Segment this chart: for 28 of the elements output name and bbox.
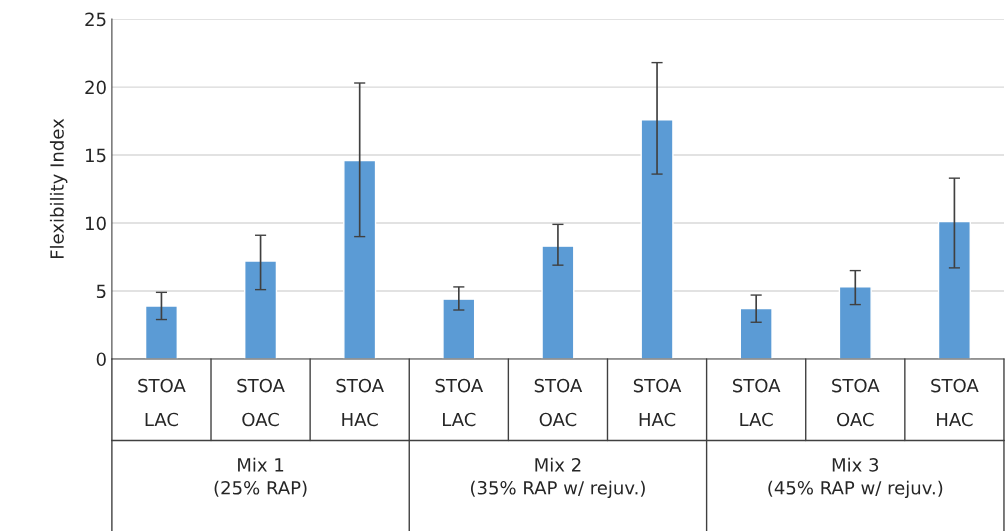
bar (144, 305, 179, 359)
y-tick-label: 15 (86, 148, 106, 163)
bar (838, 286, 872, 359)
y-axis-title: Flexibility Index (49, 118, 68, 259)
y-tick-label: 25 (85, 12, 106, 27)
x-tick-label: STOA OAC (832, 378, 880, 427)
x-tick-label: STOA HAC (336, 378, 384, 427)
text: Mix 3 (45% RAP w/ rejuv.) (768, 457, 943, 499)
x-tick-label: STOA LAC (732, 378, 781, 427)
y-tick-label: 10 (86, 216, 106, 231)
y-tick-label: 20 (85, 80, 106, 95)
x-tick-label: STOA OAC (237, 378, 285, 427)
bar (343, 159, 377, 359)
bar (244, 260, 278, 359)
y-tick-label: 0 (96, 352, 106, 367)
text: Mix 1 (25% RAP) (214, 457, 307, 497)
x-tick-label: STOA OAC (534, 378, 583, 427)
y-tick-label: 5 (96, 284, 106, 299)
bar (739, 307, 773, 359)
x-tick-label: STOA HAC (633, 378, 682, 427)
text: Mix 2 (35% RAP w/ rejuv.) (471, 457, 645, 499)
bar (442, 298, 476, 359)
bar (937, 220, 971, 359)
bar (541, 245, 575, 359)
x-tick-label: STOA LAC (435, 378, 484, 427)
bar (640, 119, 674, 359)
x-tick-label: STOA HAC (931, 378, 979, 427)
x-tick-label: STOA LAC (138, 378, 186, 427)
